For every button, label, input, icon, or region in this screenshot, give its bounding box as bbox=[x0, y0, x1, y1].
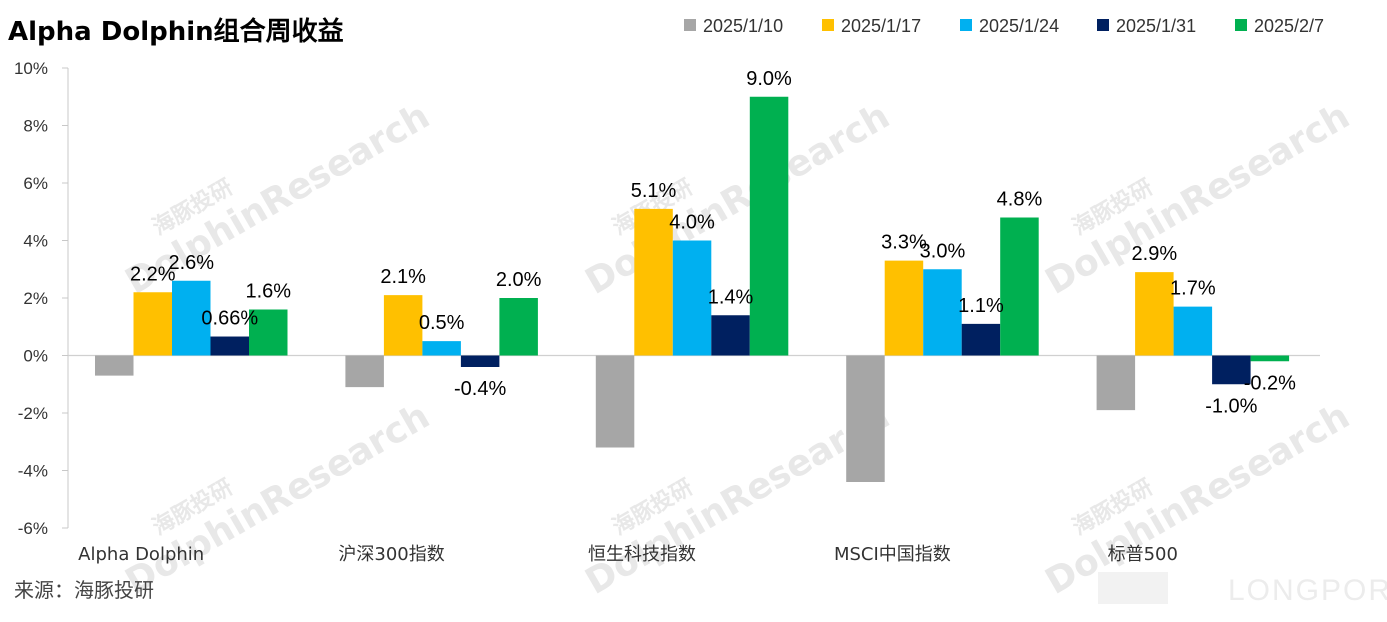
category-label: 恒生科技指数 bbox=[588, 544, 696, 565]
legend-swatch bbox=[822, 19, 834, 31]
legend-label: 2025/1/24 bbox=[979, 16, 1059, 36]
category-label: MSCI中国指数 bbox=[834, 544, 951, 565]
data-label: 2.2% bbox=[130, 263, 176, 285]
watermark-en: DolphinResearch bbox=[1039, 96, 1357, 303]
bar bbox=[1212, 355, 1251, 385]
legend-label: 2025/1/31 bbox=[1116, 16, 1196, 36]
bar bbox=[422, 341, 461, 356]
legend-swatch bbox=[1097, 19, 1109, 31]
bar bbox=[672, 240, 712, 356]
bar bbox=[172, 280, 211, 356]
data-label: 4.0% bbox=[669, 212, 715, 234]
data-label: 2.6% bbox=[168, 252, 214, 274]
bar bbox=[961, 323, 1001, 356]
y-tick-label: 2% bbox=[23, 289, 48, 308]
bars bbox=[95, 96, 1290, 482]
data-label: 1.7% bbox=[1170, 278, 1216, 300]
legend: 2025/1/10 2025/1/17 2025/1/24 2025/1/31 2025… bbox=[684, 16, 1324, 36]
bar bbox=[1250, 355, 1290, 362]
bar bbox=[634, 208, 673, 356]
data-label: 5.1% bbox=[631, 180, 677, 202]
y-axis: 10% 8% 6% 4% 2% 0% -2% -4% -6% bbox=[14, 59, 1320, 538]
data-label: -1.0% bbox=[1205, 395, 1257, 417]
data-label: 2.0% bbox=[496, 269, 542, 291]
x-axis-categories: Alpha Dolphin 沪深300指数 恒生科技指数 MSCI中国指数 标普500 bbox=[78, 544, 1178, 565]
legend-label: 2025/2/7 bbox=[1254, 16, 1324, 36]
watermark-en: DolphinResearch bbox=[119, 396, 437, 603]
bar bbox=[383, 295, 423, 356]
data-label: 3.0% bbox=[920, 240, 966, 262]
bar bbox=[133, 292, 172, 356]
y-tick-label: 4% bbox=[23, 232, 48, 251]
brand-logo-block bbox=[1098, 572, 1168, 604]
y-tick-label: -6% bbox=[18, 519, 48, 538]
bar bbox=[499, 298, 538, 356]
data-label: 2.1% bbox=[380, 266, 426, 288]
chart-title: Alpha Dolphin组合周收益 bbox=[8, 16, 344, 47]
data-label: 9.0% bbox=[746, 68, 792, 90]
bar bbox=[345, 355, 384, 388]
bar bbox=[95, 355, 134, 376]
legend-swatch bbox=[684, 19, 696, 31]
data-label: -0.2% bbox=[1244, 372, 1296, 394]
bar bbox=[1096, 355, 1136, 411]
bar bbox=[249, 309, 288, 356]
legend-label: 2025/1/10 bbox=[703, 16, 783, 36]
bar bbox=[1173, 306, 1213, 356]
y-tick-label: -4% bbox=[18, 462, 48, 481]
data-label: 4.8% bbox=[997, 189, 1043, 211]
y-tick-label: 10% bbox=[14, 59, 48, 78]
bar bbox=[595, 355, 635, 448]
watermark-en: DolphinResearch bbox=[1039, 396, 1357, 603]
watermark-en: DolphinResearch bbox=[579, 96, 897, 303]
bar bbox=[884, 260, 924, 356]
data-label: 0.66% bbox=[201, 308, 258, 330]
legend-swatch bbox=[960, 19, 972, 31]
brand-watermark: LONGPORT bbox=[1228, 574, 1387, 607]
y-tick-label: 8% bbox=[23, 117, 48, 136]
legend-swatch bbox=[1235, 19, 1247, 31]
bar bbox=[1000, 217, 1039, 356]
data-label: 1.4% bbox=[708, 286, 754, 308]
bar bbox=[460, 355, 500, 367]
data-label: 3.3% bbox=[881, 232, 927, 254]
category-label: 沪深300指数 bbox=[338, 544, 444, 565]
y-tick-label: 0% bbox=[23, 347, 48, 366]
category-label: 标普500 bbox=[1108, 544, 1178, 565]
bar bbox=[923, 269, 962, 356]
data-label: 1.6% bbox=[245, 281, 291, 303]
data-label: 2.9% bbox=[1132, 243, 1178, 265]
source-note: 来源：海豚投研 bbox=[14, 578, 154, 602]
data-label: -0.4% bbox=[454, 378, 506, 400]
data-label: 0.5% bbox=[419, 312, 465, 334]
y-tick-label: -2% bbox=[18, 404, 48, 423]
category-label: Alpha Dolphin bbox=[78, 544, 204, 565]
bar bbox=[846, 355, 885, 482]
bar bbox=[210, 336, 249, 356]
data-label: 1.1% bbox=[958, 295, 1004, 317]
bar bbox=[711, 315, 750, 356]
legend-label: 2025/1/17 bbox=[841, 16, 921, 36]
data-labels: 2.2%2.6% 0.66% 1.6% 2.1% 0.5% -0.4% 2.0% 5.1% 4.… bbox=[130, 68, 1296, 418]
bar bbox=[749, 96, 789, 356]
bar bbox=[1135, 272, 1174, 356]
y-tick-label: 6% bbox=[23, 174, 48, 193]
